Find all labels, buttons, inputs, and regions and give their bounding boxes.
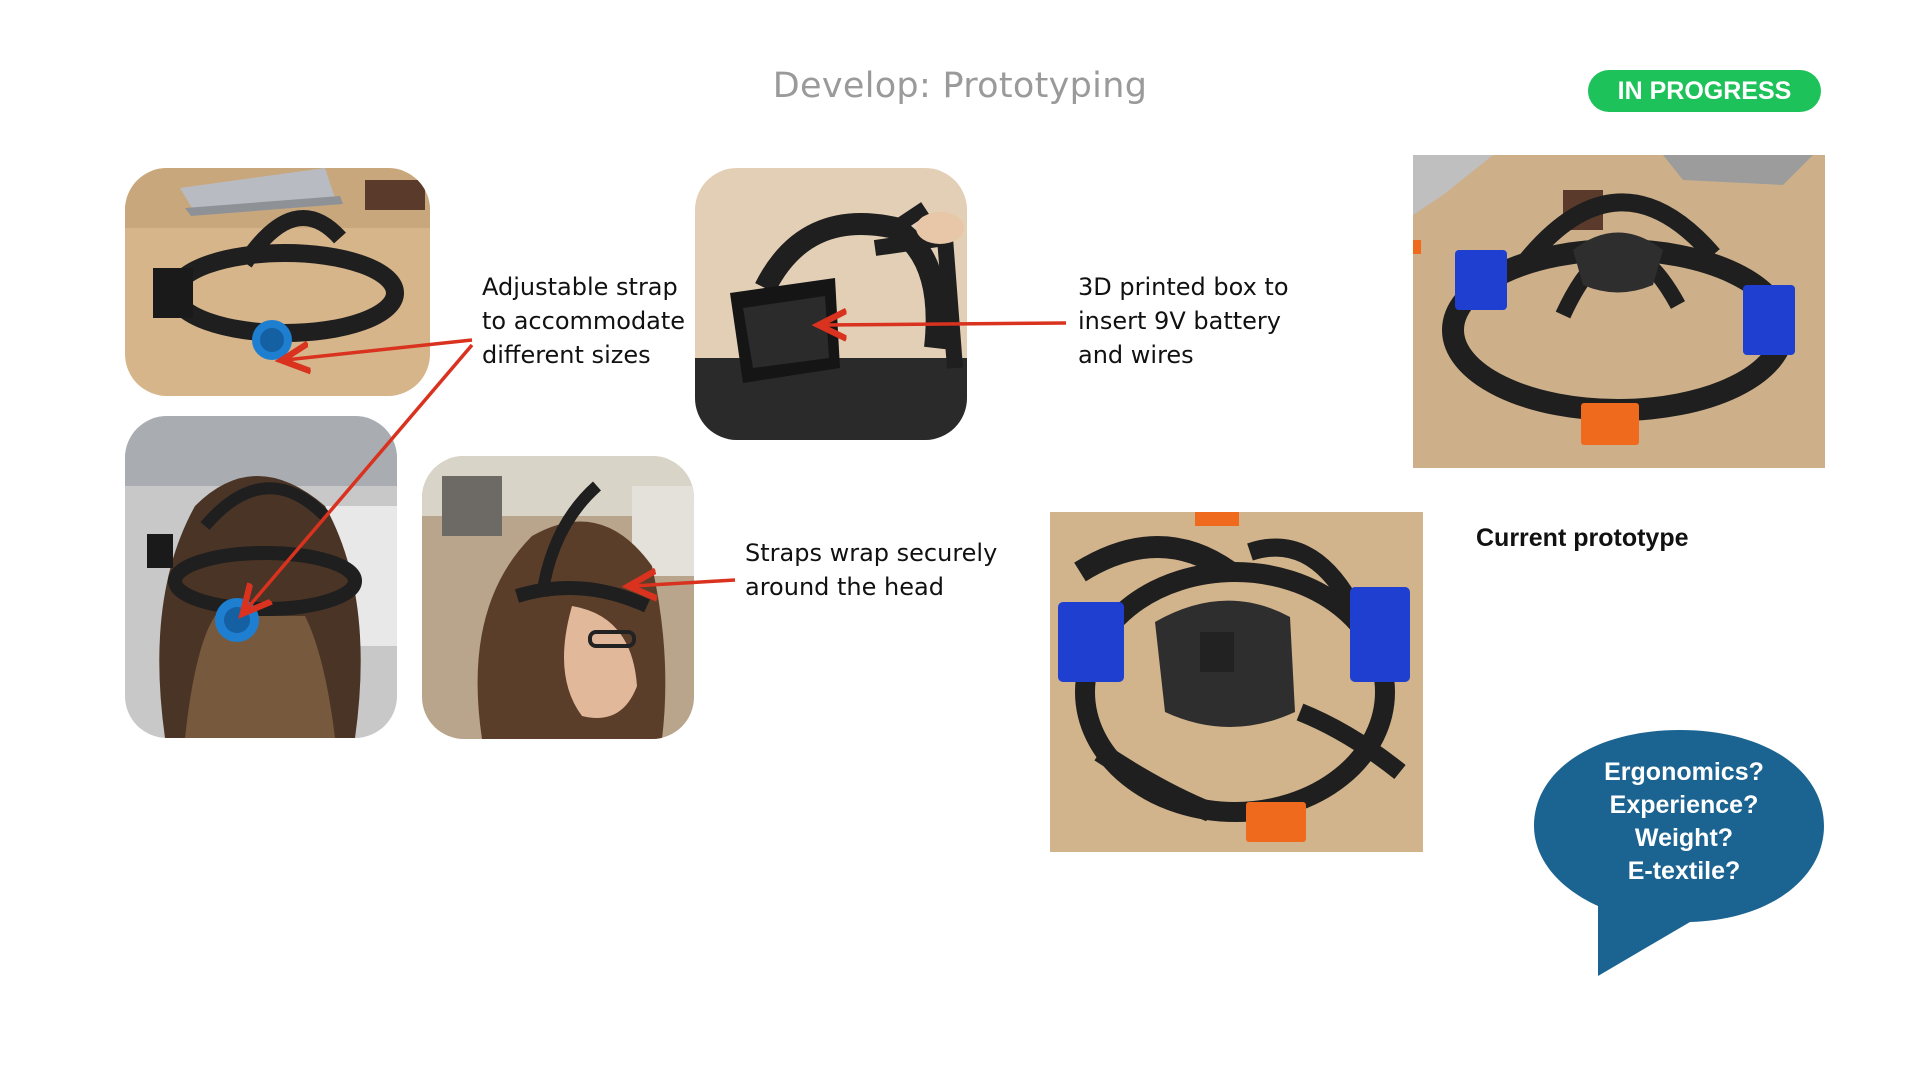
page-title: Develop: Prototyping [772, 66, 1148, 106]
caption-line: different sizes [482, 341, 651, 369]
photo-prototype-top-view [1050, 512, 1423, 852]
caption-printed-box: 3D printed box to insert 9V battery and … [1078, 270, 1289, 372]
status-badge: IN PROGRESS [1588, 70, 1821, 112]
current-prototype-label: Current prototype [1476, 524, 1689, 552]
question-etextile: E-textile? [1627, 857, 1741, 885]
caption-line: Straps wrap securely [745, 539, 998, 567]
bubble-questions: Ergonomics? Experience? Weight? E-textil… [1542, 756, 1826, 888]
question-experience: Experience? [1609, 791, 1759, 819]
photo-printed-box [695, 168, 967, 440]
photo-current-prototype [1413, 155, 1825, 468]
photo-headband-on-table [125, 168, 430, 396]
speech-bubble: Ergonomics? Experience? Weight? E-textil… [1530, 728, 1830, 984]
question-weight: Weight? [1634, 824, 1734, 852]
caption-line: Adjustable strap [482, 273, 678, 301]
caption-adjustable-strap: Adjustable strap to accommodate differen… [482, 270, 685, 372]
caption-line: around the head [745, 573, 944, 601]
caption-line: and wires [1078, 341, 1194, 369]
question-ergonomics: Ergonomics? [1604, 758, 1764, 786]
photo-back-of-head [125, 416, 397, 738]
caption-straps-wrap: Straps wrap securely around the head [745, 536, 997, 604]
caption-line: 3D printed box to [1078, 273, 1289, 301]
caption-line: to accommodate [482, 307, 686, 335]
speech-bubble-icon [1534, 730, 1824, 976]
photo-side-wearing [422, 456, 694, 739]
caption-line: insert 9V battery [1078, 307, 1281, 335]
